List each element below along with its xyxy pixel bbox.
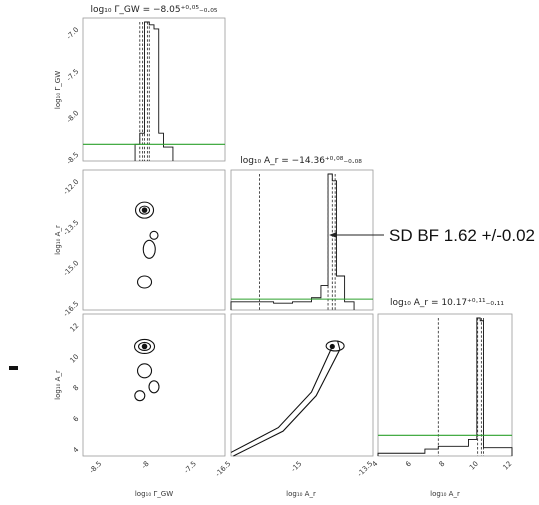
contour-c21-2 [142,239,156,259]
title-gw: log₁₀ Γ_GW = −8.05⁺⁰·⁰⁵₋₀.₀₅ [91,5,218,15]
contour-peak-c32 [329,343,335,350]
panel-hist-argamma: log₁₀ A_r = 10.17⁺⁰·¹¹₋₀.₁₁ [377,298,513,457]
ytick-ar_gamma-4: 4 [72,445,81,454]
frame-hist-argamma [377,313,513,457]
frame-hist-ar [230,169,374,311]
xlabel-argamma: log₁₀ A_r [430,490,460,498]
panel-2d-ar-argamma [230,313,374,457]
xtick-ar_gamma-3: 10 [468,460,480,472]
frame-2d-gw-ar [82,169,226,311]
contour-c21-3 [136,275,153,289]
annotation-text: SD BF 1.62 +/-0.02 [389,226,535,245]
ytick-ar_gamma-1: 10 [68,353,80,365]
sd-bf-annotation: SD BF 1.62 +/-0.02 [329,226,535,245]
contour-c31-0 [133,338,156,355]
contour-c21-0 [134,201,155,219]
ytick-ar-2: -15.0 [62,259,80,277]
contour-streak-outline [233,340,341,457]
ytick-ar-1: -13.5 [62,218,80,236]
ylabel-gw: log₁₀ Γ_GW [54,71,62,109]
ylabel-argamma: log₁₀ A_r [54,370,62,400]
contour-c31-4 [134,390,146,402]
frame-hist-gw [82,17,226,162]
xtick-gw-1: -8 [140,460,151,471]
ytick-ar-3: -16.5 [62,300,80,318]
ytick-ar_gamma-3: 6 [72,414,81,423]
edge-marker [9,366,18,370]
panel-2d-gw-ar [82,169,226,311]
xtick-ar-0: -16.5 [214,460,232,478]
frame-2d-gw-argamma [82,313,226,457]
title-ar: log₁₀ A_r = −14.36⁺⁰·⁰⁸₋₀.₀₈ [240,156,362,166]
ytick-ar-0: -12.0 [62,178,80,196]
ytick-gw-2: -8.0 [65,109,80,124]
panel-hist-ar: log₁₀ A_r = −14.36⁺⁰·⁰⁸₋₀.₀₈ [230,156,374,311]
frame-2d-ar-argamma [230,313,374,457]
xtick-ar_gamma-0: 4 [371,459,380,468]
axis-labels: log₁₀ Γ_GW log₁₀ A_r log₁₀ A_r log₁₀ Γ_G… [54,71,460,498]
xtick-gw-0: -8.5 [88,460,103,475]
contour-c21-4 [149,230,159,240]
contour-c21-1 [138,205,151,215]
title-argamma: log₁₀ A_r = 10.17⁺⁰·¹¹₋₀.₁₁ [390,298,504,308]
contour-c31-2 [136,363,153,379]
annotation-arrowhead [329,232,337,238]
xtick-gw-2: -7.5 [183,460,198,475]
contour-c31-3 [148,380,160,394]
xlabel-gw: log₁₀ Γ_GW [135,490,173,498]
ytick-gw-3: -8.5 [65,151,80,166]
ylabel-ar: log₁₀ A_r [54,225,62,255]
ytick-ar_gamma-0: 12 [68,322,80,334]
contour-peak-c31 [141,343,148,350]
hist-step-ar [230,173,355,310]
panel-2d-gw-argamma [82,313,226,457]
ytick-ar_gamma-2: 8 [72,384,81,393]
contour-streak [230,346,333,453]
xlabel-ar: log₁₀ A_r [286,490,316,498]
ytick-gw-1: -7.5 [65,67,80,82]
xtick-ar_gamma-2: 8 [438,460,447,469]
xtick-ar_gamma-1: 6 [404,459,413,468]
ytick-gw-0: -7.0 [65,26,80,41]
xtick-ar-1: -15 [290,460,304,474]
contour-c31-1 [137,341,152,352]
contour-peak-ellipse [325,340,345,352]
panel-hist-gw: log₁₀ Γ_GW = −8.05⁺⁰·⁰⁵₋₀.₀₅ [82,5,226,162]
xtick-ar_gamma-4: 12 [501,460,513,472]
contour-peak-c21 [141,207,148,213]
